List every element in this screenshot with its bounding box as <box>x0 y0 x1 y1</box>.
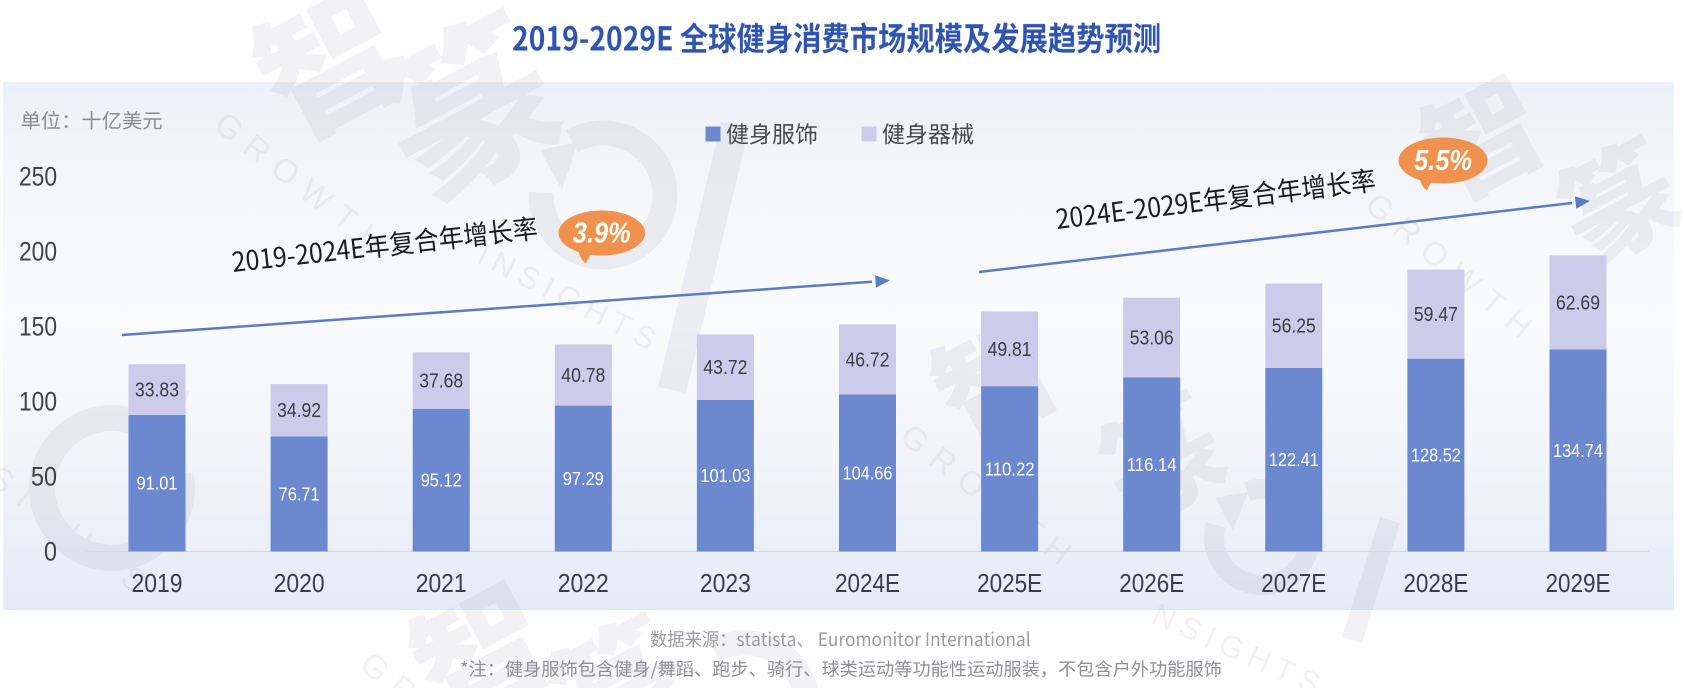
svg-text:2024E: 2024E <box>835 568 900 598</box>
svg-text:2021: 2021 <box>416 568 467 598</box>
svg-text:59.47: 59.47 <box>1414 304 1458 326</box>
svg-text:110.22: 110.22 <box>985 458 1035 479</box>
svg-text:116.14: 116.14 <box>1127 454 1177 475</box>
svg-text:2019: 2019 <box>132 568 183 598</box>
svg-text:62.69: 62.69 <box>1556 292 1600 314</box>
svg-text:101.03: 101.03 <box>700 465 750 486</box>
svg-text:0: 0 <box>44 537 57 567</box>
svg-text:56.25: 56.25 <box>1272 316 1316 338</box>
svg-text:33.83: 33.83 <box>135 380 179 402</box>
svg-text:37.68: 37.68 <box>419 371 463 393</box>
svg-text:50: 50 <box>31 462 57 492</box>
svg-text:150: 150 <box>19 312 57 342</box>
svg-text:43.72: 43.72 <box>703 357 747 379</box>
svg-text:95.12: 95.12 <box>421 470 462 491</box>
svg-text:2022: 2022 <box>558 568 609 598</box>
svg-text:2026E: 2026E <box>1119 568 1184 598</box>
svg-text:53.06: 53.06 <box>1130 328 1174 350</box>
svg-text:40.78: 40.78 <box>561 365 605 387</box>
svg-text:200: 200 <box>19 237 57 267</box>
svg-text:3.9%: 3.9% <box>573 218 631 250</box>
svg-text:46.72: 46.72 <box>846 350 890 372</box>
svg-text:76.71: 76.71 <box>279 484 320 505</box>
svg-text:134.74: 134.74 <box>1553 440 1603 461</box>
svg-text:104.66: 104.66 <box>843 463 893 484</box>
svg-text:2023: 2023 <box>700 568 751 598</box>
svg-text:2027E: 2027E <box>1261 568 1326 598</box>
svg-text:122.41: 122.41 <box>1269 449 1319 470</box>
svg-text:5.5%: 5.5% <box>1414 145 1472 177</box>
svg-text:34.92: 34.92 <box>277 400 321 422</box>
svg-text:97.29: 97.29 <box>563 468 604 489</box>
svg-text:128.52: 128.52 <box>1411 445 1461 466</box>
svg-text:250: 250 <box>19 162 57 192</box>
svg-text:100: 100 <box>19 387 57 417</box>
svg-text:2020: 2020 <box>274 568 325 598</box>
svg-text:2025E: 2025E <box>977 568 1042 598</box>
svg-text:2028E: 2028E <box>1403 568 1468 598</box>
svg-text:49.81: 49.81 <box>988 339 1032 361</box>
svg-text:2029E: 2029E <box>1546 568 1611 598</box>
svg-text:91.01: 91.01 <box>137 473 178 494</box>
